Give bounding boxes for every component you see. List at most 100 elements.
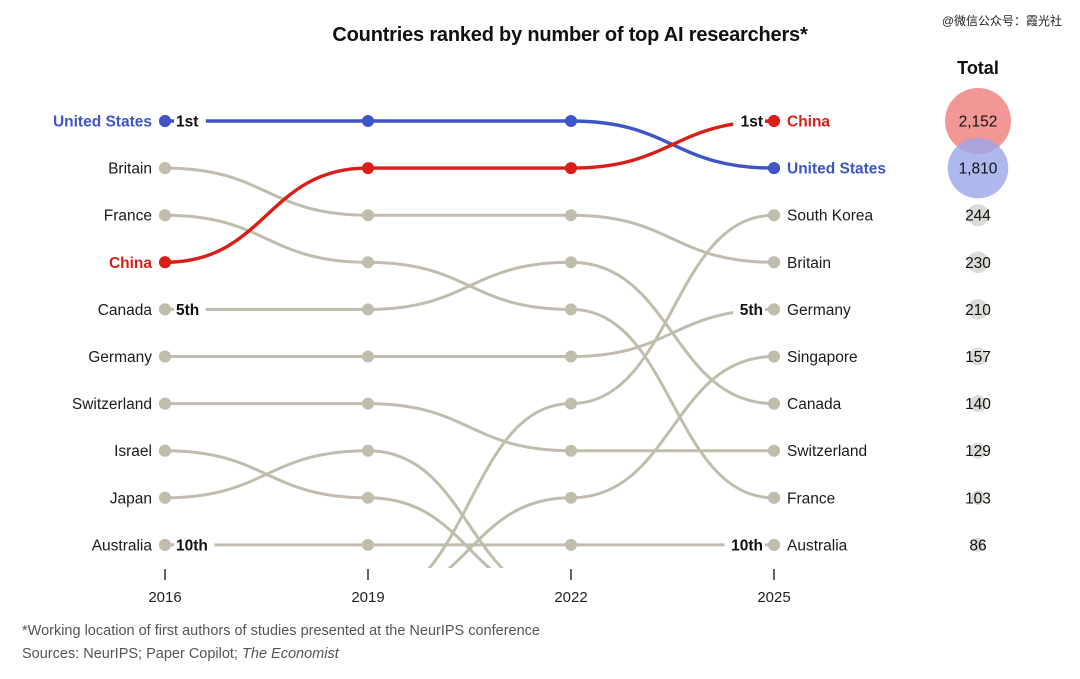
point-canada	[565, 256, 577, 269]
rank-marker-bg	[724, 534, 765, 555]
left-label-britain: Britain	[108, 161, 152, 178]
point-france	[565, 303, 577, 316]
endpoint-united-states	[159, 115, 171, 127]
right-label-united-states: United States	[787, 161, 886, 178]
total-bubble-united-states	[947, 137, 1009, 199]
endpoint-germany	[768, 303, 780, 316]
rank-marker-5th: 5th	[176, 302, 199, 319]
series-line-united-states	[163, 119, 776, 170]
series-line-japan	[163, 449, 505, 568]
point-britain	[362, 209, 374, 222]
left-label-canada: Canada	[98, 302, 153, 319]
rank-marker-1st: 1st	[176, 114, 198, 131]
right-label-germany: Germany	[787, 302, 851, 319]
endpoint-australia	[159, 538, 171, 551]
series-line-germany	[163, 307, 776, 359]
endpoint-china	[159, 256, 171, 269]
endpoint-switzerland	[768, 444, 780, 457]
endpoint-switzerland	[159, 397, 171, 410]
endpoint-canada	[768, 397, 780, 410]
total-bubble-switzerland	[969, 442, 987, 459]
total-bubble-germany	[967, 299, 989, 320]
total-header: Total	[957, 58, 999, 78]
rank-marker-bg	[733, 299, 765, 320]
endpoint-canada	[159, 303, 171, 316]
point-singapore	[565, 491, 577, 504]
rank-marker-bg	[174, 111, 206, 131]
right-label-china: China	[787, 114, 830, 131]
point-switzerland	[565, 444, 577, 457]
right-label-switzerland: Switzerland	[787, 443, 867, 460]
endpoint-germany	[159, 350, 171, 363]
sources-italic: The Economist	[242, 646, 339, 662]
total-value-france: 103	[965, 490, 991, 507]
rank-marker-bg	[733, 111, 765, 131]
right-label-canada: Canada	[787, 396, 842, 413]
left-label-germany: Germany	[88, 349, 152, 366]
point-germany	[565, 350, 577, 363]
series-line-china	[163, 119, 776, 264]
endpoint-britain	[768, 256, 780, 269]
total-bubble-china	[945, 88, 1011, 154]
endpoint-japan	[159, 491, 171, 504]
rank-marker-bg	[174, 534, 215, 555]
point-united-states	[565, 115, 577, 127]
total-value-singapore: 157	[965, 349, 991, 366]
endpoint-south-korea	[768, 209, 780, 222]
total-value-china: 2,152	[959, 114, 998, 131]
point-canada	[362, 303, 374, 316]
point-israel	[362, 491, 374, 504]
right-label-france: France	[787, 490, 835, 507]
total-value-united-states: 1,810	[959, 161, 998, 178]
point-south-korea	[565, 397, 577, 410]
total-value-switzerland: 129	[965, 443, 991, 460]
point-germany	[362, 350, 374, 363]
total-bubble-france	[970, 490, 986, 506]
point-switzerland	[362, 397, 374, 410]
total-bubble-singapore	[969, 347, 987, 366]
series-line-switzerland	[163, 402, 776, 453]
left-label-israel: Israel	[114, 443, 152, 460]
right-label-singapore: Singapore	[787, 349, 858, 366]
point-france	[362, 256, 374, 269]
footnote: *Working location of first authors of st…	[22, 623, 540, 639]
point-australia	[565, 538, 577, 551]
left-label-france: France	[104, 208, 152, 225]
total-value-britain: 230	[965, 255, 991, 272]
rank-marker-10th: 10th	[176, 537, 208, 554]
endpoint-france	[768, 491, 780, 504]
total-value-south-korea: 244	[965, 208, 991, 225]
x-tick-label: 2022	[554, 589, 587, 606]
endpoint-britain	[159, 162, 171, 175]
total-value-australia: 86	[969, 537, 986, 554]
point-china	[362, 162, 374, 175]
rank-marker-bg	[174, 299, 206, 320]
endpoint-united-states	[768, 162, 780, 175]
watermark: @微信公众号：霞光社	[941, 14, 1062, 28]
chart-title: Countries ranked by number of top AI res…	[332, 24, 808, 46]
endpoint-singapore	[768, 350, 780, 363]
endpoint-france	[159, 209, 171, 222]
right-label-south-korea: South Korea	[787, 208, 874, 225]
total-bubble-australia	[971, 537, 985, 552]
endpoint-israel	[159, 444, 171, 457]
point-china	[565, 162, 577, 175]
rank-marker-5th: 5th	[740, 302, 763, 319]
point-britain	[565, 209, 577, 222]
rank-marker-1st: 1st	[741, 114, 763, 131]
left-label-australia: Australia	[92, 537, 153, 554]
right-label-australia: Australia	[787, 537, 848, 554]
left-label-switzerland: Switzerland	[72, 396, 152, 413]
total-bubble-britain	[967, 251, 989, 274]
sources: Sources: NeurIPS; Paper Copilot; The Eco…	[22, 646, 339, 662]
total-bubble-canada	[969, 395, 987, 413]
left-label-united-states: United States	[53, 114, 152, 131]
total-value-germany: 210	[965, 302, 991, 319]
total-value-canada: 140	[965, 396, 991, 413]
sources-prefix: Sources: NeurIPS; Paper Copilot;	[22, 646, 243, 662]
endpoint-australia	[768, 538, 780, 551]
point-australia	[362, 538, 374, 551]
series-line-france	[163, 213, 776, 500]
point-united-states	[362, 115, 374, 127]
